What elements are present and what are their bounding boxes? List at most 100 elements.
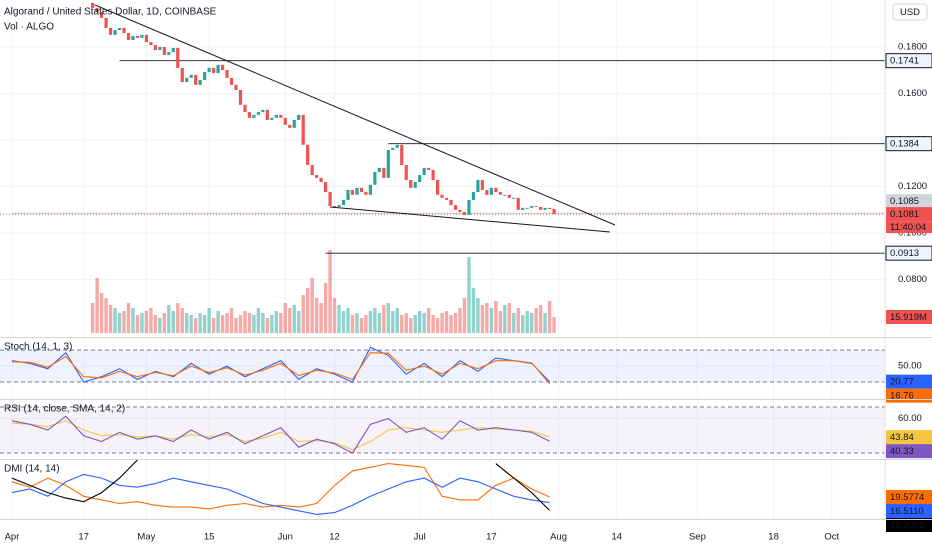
candle xyxy=(203,72,207,80)
x-tick-label: May xyxy=(137,532,155,543)
volume-bar xyxy=(314,298,319,333)
indicator-pane xyxy=(11,415,550,454)
candle xyxy=(427,167,431,170)
y-tick-label: 0.1200 xyxy=(898,181,927,192)
candle xyxy=(100,12,104,18)
volume-bar xyxy=(413,315,417,333)
volume-bar xyxy=(337,305,341,333)
candle xyxy=(525,207,529,209)
volume-bar xyxy=(202,315,207,333)
volume-bar xyxy=(288,308,292,333)
candle xyxy=(503,194,507,196)
x-tick-label: 18 xyxy=(768,532,779,543)
volume-bar xyxy=(319,303,323,333)
volume-bar xyxy=(350,315,355,333)
currency[interactable]: USD xyxy=(900,7,920,18)
volume-bar xyxy=(359,318,364,333)
volume-bar xyxy=(185,313,189,333)
candle xyxy=(229,77,234,85)
indicator-line xyxy=(11,346,550,383)
volume-bar xyxy=(391,311,395,333)
volume-bar xyxy=(332,298,337,333)
axis-label-box xyxy=(886,444,932,459)
indicator-line xyxy=(11,460,138,503)
candle xyxy=(547,207,552,209)
candle xyxy=(243,104,247,113)
candle xyxy=(400,144,404,166)
candle xyxy=(283,117,287,125)
x-tick-label: Jun xyxy=(278,532,293,543)
candle xyxy=(162,46,166,55)
volume-bar xyxy=(122,311,126,333)
volume-bar xyxy=(529,313,534,333)
y-tick-label: 0.1800 xyxy=(898,41,927,52)
candle xyxy=(153,45,157,50)
axis-label-box xyxy=(886,518,932,533)
volume-bar xyxy=(400,315,404,333)
volume-bar xyxy=(292,305,296,333)
candle xyxy=(489,187,493,195)
volume-bar xyxy=(395,308,399,333)
candle xyxy=(494,187,498,193)
axis-label: 0.0913 xyxy=(890,248,919,259)
x-tick-label: Oct xyxy=(824,532,839,543)
axis-label: 16.5110 xyxy=(890,506,924,517)
axis-label-box xyxy=(886,504,932,519)
axis-label-box xyxy=(886,310,932,324)
pane-title: RSI (14, close, SMA, 14, 2) xyxy=(4,404,125,415)
candle xyxy=(328,192,332,206)
axis-label-box xyxy=(886,430,932,445)
candle xyxy=(167,52,171,55)
candle xyxy=(247,112,252,118)
axis-label: 40.33 xyxy=(890,446,914,457)
candle xyxy=(194,74,198,85)
candle xyxy=(135,36,140,38)
candle xyxy=(359,187,364,193)
candle xyxy=(149,42,153,46)
candle xyxy=(323,182,328,193)
x-tick-label: 14 xyxy=(612,532,623,543)
candle xyxy=(552,208,556,215)
volume-bar xyxy=(261,313,265,333)
indicator-pane xyxy=(11,346,551,385)
candle xyxy=(113,29,117,35)
volume-bar xyxy=(467,257,471,333)
axis-label-box xyxy=(886,207,932,222)
volume-bar xyxy=(270,315,274,333)
volume-bar xyxy=(368,311,373,333)
volume-bar xyxy=(449,315,453,333)
axis-label-box xyxy=(886,490,932,505)
volume-bar xyxy=(126,303,131,333)
volume-bar xyxy=(476,298,480,333)
candle xyxy=(476,179,480,193)
volume-bar xyxy=(211,318,216,333)
candle xyxy=(377,167,381,173)
volume-bar xyxy=(99,293,104,333)
x-tick-label: Apr xyxy=(5,532,20,543)
indicator-line xyxy=(11,473,550,515)
volume-bar xyxy=(198,313,202,333)
y-tick-label: 50.00 xyxy=(898,361,922,372)
volume-bar xyxy=(113,308,117,333)
volume-bar xyxy=(189,315,193,333)
volume-bar xyxy=(167,305,171,333)
candle xyxy=(131,36,135,40)
candle xyxy=(444,197,449,200)
currency-box[interactable] xyxy=(892,3,928,21)
volume-bar xyxy=(229,308,234,333)
volume-bar xyxy=(216,311,220,333)
chart-title: Algorand / United States Dollar, 1D, COI… xyxy=(4,7,217,18)
volume-bar xyxy=(409,318,413,333)
volume-bar xyxy=(355,313,359,333)
volume-bar xyxy=(158,318,162,333)
candle xyxy=(409,179,413,188)
axis-label: 12.2002 xyxy=(890,520,924,531)
volume-bar xyxy=(417,311,422,333)
axis-label-box xyxy=(885,136,932,152)
candle xyxy=(332,205,337,207)
volume-bar xyxy=(494,301,498,333)
volume-bar xyxy=(543,313,547,333)
candle xyxy=(516,197,520,210)
